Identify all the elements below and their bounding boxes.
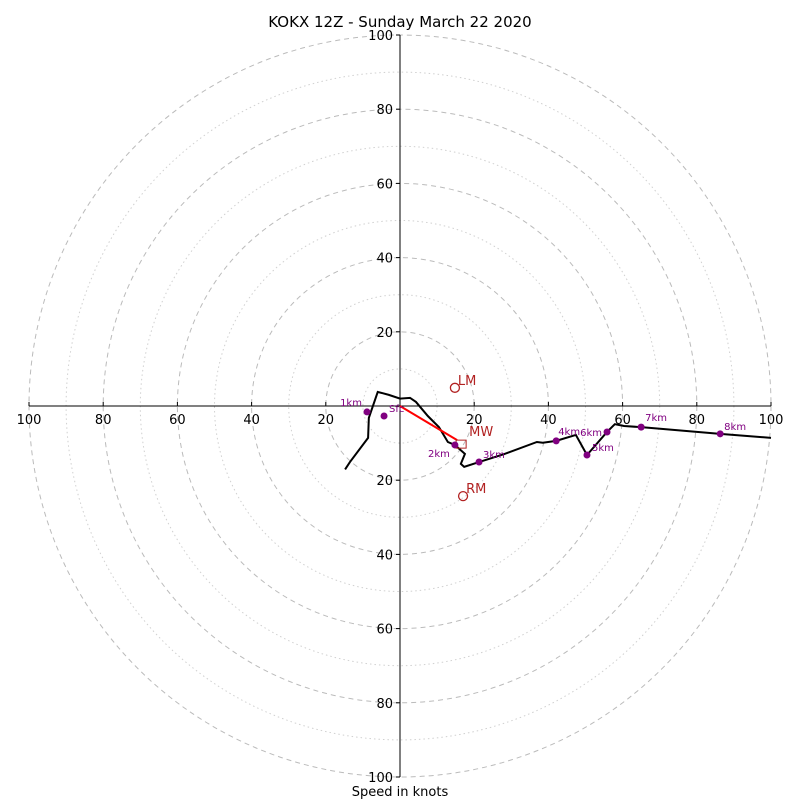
height-point bbox=[637, 423, 645, 431]
y-tick-label: 40 bbox=[376, 252, 393, 267]
height-point bbox=[552, 437, 560, 445]
hodograph-trace bbox=[344, 390, 772, 470]
y-tick-label: 60 bbox=[376, 177, 393, 192]
height-point bbox=[363, 408, 371, 416]
height-label: 7km bbox=[645, 413, 667, 424]
x-tick-label: 60 bbox=[169, 413, 186, 428]
y-tick-label: 60 bbox=[376, 623, 393, 638]
x-tick-label: 20 bbox=[466, 413, 483, 428]
height-point bbox=[583, 451, 591, 459]
x-tick-label: 20 bbox=[318, 413, 335, 428]
height-label: 2km bbox=[428, 449, 450, 460]
height-label: Sfc bbox=[389, 404, 404, 415]
x-tick-label: 80 bbox=[95, 413, 112, 428]
y-tick-label: 80 bbox=[376, 103, 393, 118]
chart-title: KOKX 12Z - Sunday March 22 2020 bbox=[268, 13, 531, 31]
x-tick-label: 40 bbox=[540, 413, 557, 428]
x-tick-label: 100 bbox=[17, 413, 42, 428]
x-axis-label: Speed in knots bbox=[352, 785, 449, 800]
x-tick-label: 40 bbox=[243, 413, 260, 428]
storm-motion-label: RM bbox=[466, 482, 486, 497]
height-label: 5km bbox=[592, 443, 614, 454]
height-point bbox=[380, 412, 388, 420]
storm-motion-label: LM bbox=[458, 374, 476, 389]
storm-motion-label: MW bbox=[469, 425, 493, 440]
x-tick-label: 80 bbox=[689, 413, 706, 428]
y-tick-label: 100 bbox=[368, 771, 393, 786]
storm-motion-marker bbox=[449, 382, 461, 393]
height-point bbox=[451, 441, 459, 449]
y-tick-label: 80 bbox=[376, 697, 393, 712]
y-tick-label: 20 bbox=[376, 326, 393, 341]
mean-wind-vector bbox=[399, 405, 458, 441]
height-label: 1km bbox=[340, 398, 362, 409]
storm-motion-marker bbox=[457, 491, 469, 502]
height-label: 6km bbox=[580, 428, 602, 439]
y-tick-label: 40 bbox=[376, 548, 393, 563]
height-point bbox=[475, 458, 483, 466]
height-label: 4km bbox=[558, 427, 580, 438]
height-point bbox=[603, 428, 611, 436]
x-tick-label: 100 bbox=[759, 413, 784, 428]
y-tick-label: 20 bbox=[376, 474, 393, 489]
height-point bbox=[716, 430, 724, 438]
height-label: 8km bbox=[724, 422, 746, 433]
height-label: 3km bbox=[483, 450, 505, 461]
y-tick-label: 100 bbox=[368, 29, 393, 44]
